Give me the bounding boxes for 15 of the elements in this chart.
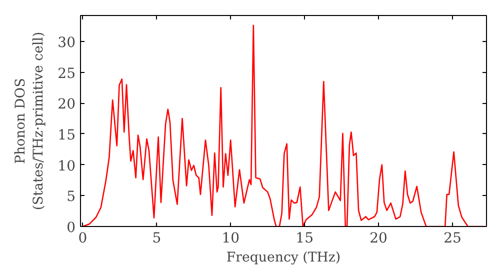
x-tick-label: 20 bbox=[370, 230, 388, 246]
x-tick-label: 10 bbox=[222, 230, 240, 246]
y-tick-label: 5 bbox=[66, 189, 76, 206]
x-tick-label: 0 bbox=[78, 230, 88, 246]
y-tick-label: 20 bbox=[58, 96, 76, 113]
y-tick-label: 10 bbox=[58, 158, 76, 174]
x-tick-label: 5 bbox=[152, 230, 162, 246]
x-tick-label: 25 bbox=[444, 230, 462, 246]
x-tick-label: 15 bbox=[296, 230, 314, 246]
y-axis-title: Phonon DOS (States/THz·primitive cell) bbox=[14, 32, 47, 210]
x-axis-title: Frequency (THz) bbox=[226, 250, 341, 266]
y-tick-label: 0 bbox=[66, 220, 76, 236]
y-tick-label: 25 bbox=[58, 66, 76, 82]
y-tick-label: 15 bbox=[58, 127, 76, 144]
y-tick-label: 30 bbox=[58, 34, 76, 51]
